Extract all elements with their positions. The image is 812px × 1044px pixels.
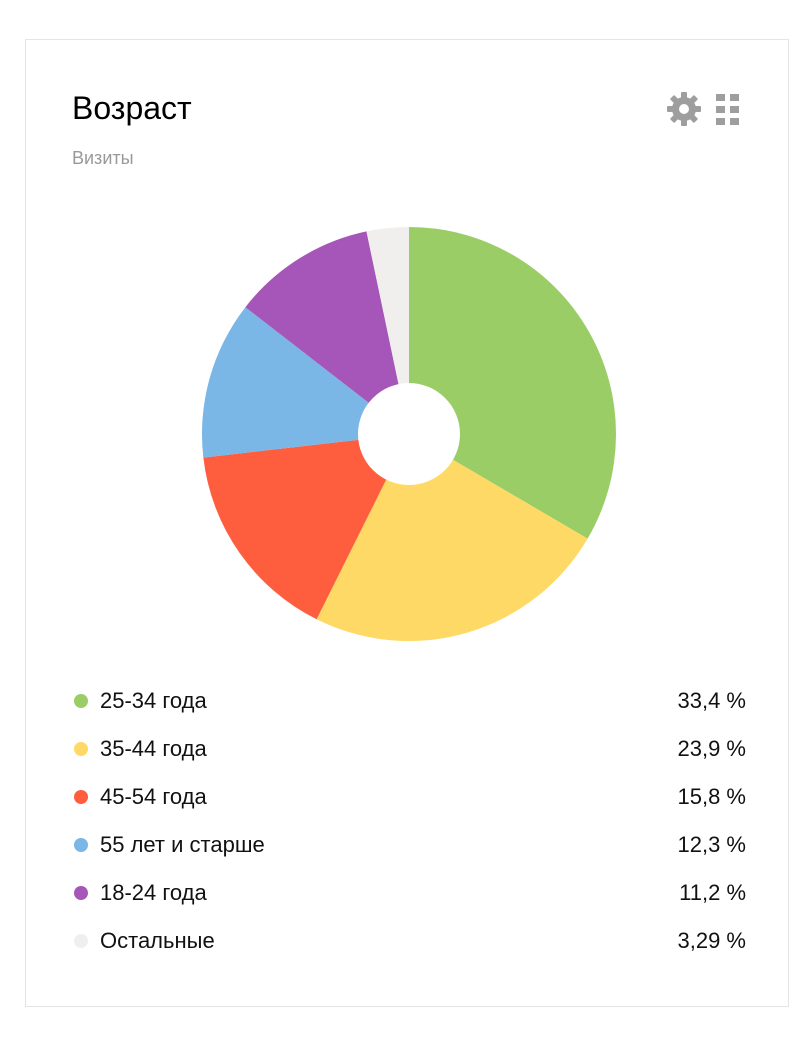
legend-color-dot bbox=[74, 790, 88, 804]
legend-value: 23,9 % bbox=[677, 736, 747, 761]
legend-label: 55 лет и старше bbox=[100, 832, 265, 857]
pie-slice-6[interactable] bbox=[366, 227, 409, 434]
legend-value: 12,3 % bbox=[677, 832, 747, 857]
legend-value: 15,8 % bbox=[677, 784, 747, 809]
legend-item[interactable]: 55 лет и старше 12,3 % bbox=[72, 824, 746, 872]
chart-legend: 25-34 года 33,4 % 35-44 года 23,9 % 45-5… bbox=[72, 680, 746, 968]
legend-label: Остальные bbox=[100, 928, 215, 953]
legend-item[interactable]: 25-34 года 33,4 % bbox=[72, 680, 746, 728]
legend-color-dot bbox=[74, 694, 88, 708]
gear-icon[interactable] bbox=[665, 90, 703, 128]
drag-grip-icon[interactable] bbox=[716, 94, 740, 126]
widget-title: Возраст bbox=[72, 90, 192, 126]
age-widget-card: Возраст Визиты bbox=[25, 39, 789, 1007]
pie-slice-5[interactable] bbox=[245, 231, 409, 434]
pie-slice-4[interactable] bbox=[202, 307, 409, 458]
age-pie-chart bbox=[202, 227, 616, 641]
legend-color-dot bbox=[74, 934, 88, 948]
legend-value: 3,29 % bbox=[677, 928, 747, 953]
pie-slice-3[interactable] bbox=[203, 434, 409, 620]
legend-label: 18-24 года bbox=[100, 880, 207, 905]
widget-subtitle: Визиты bbox=[72, 148, 134, 168]
legend-item[interactable]: 45-54 года 15,8 % bbox=[72, 776, 746, 824]
legend-label: 25-34 года bbox=[100, 688, 207, 713]
legend-label: 35-44 года bbox=[100, 736, 207, 761]
pie-slice-2[interactable] bbox=[316, 434, 588, 641]
legend-color-dot bbox=[74, 838, 88, 852]
legend-value: 33,4 % bbox=[677, 688, 747, 713]
donut-hole bbox=[358, 383, 460, 485]
legend-item[interactable]: 18-24 года 11,2 % bbox=[72, 872, 746, 920]
legend-label: 45-54 года bbox=[100, 784, 207, 809]
legend-color-dot bbox=[74, 886, 88, 900]
pie-slice-1[interactable] bbox=[409, 227, 616, 539]
legend-value: 11,2 % bbox=[679, 880, 746, 905]
legend-item[interactable]: Остальные 3,29 % bbox=[72, 920, 746, 968]
legend-color-dot bbox=[74, 742, 88, 756]
legend-item[interactable]: 35-44 года 23,9 % bbox=[72, 728, 746, 776]
